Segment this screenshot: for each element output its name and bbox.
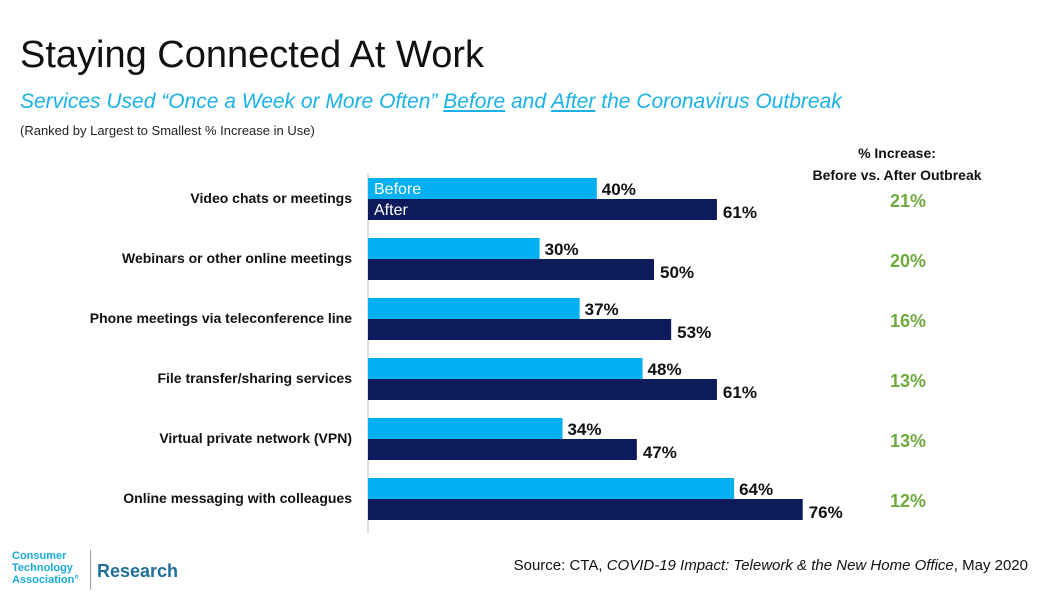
chart-subtitle: Services Used “Once a Week or More Often… (20, 90, 842, 114)
bar-after-value-label: 47% (643, 443, 677, 462)
category-label: Phone meetings via teleconference line (90, 310, 352, 326)
bar-before (368, 298, 580, 319)
bar-before-value-label: 64% (739, 480, 773, 499)
bar-before (368, 478, 735, 499)
bar-before (368, 418, 563, 439)
increase-value-label: 20% (890, 251, 926, 271)
increase-column-header: % Increase: Before vs. After Outbreak (790, 142, 1004, 186)
increase-value-label: 13% (890, 431, 926, 451)
increase-value-label: 13% (890, 371, 926, 391)
bar-after-value-label: 61% (723, 383, 757, 402)
bar-after-value-label: 76% (809, 503, 843, 522)
increase-value-label: 12% (890, 491, 926, 511)
bar-after-value-label: 53% (677, 323, 711, 342)
bar-after (368, 319, 672, 340)
category-label: Virtual private network (VPN) (159, 430, 352, 446)
increase-value-label: 21% (890, 191, 926, 211)
logo-research-label: Research (97, 561, 179, 581)
bar-before-value-label: 37% (585, 300, 619, 319)
bar-after (368, 199, 717, 220)
bar-before (368, 238, 540, 259)
bar-before-value-label: 34% (567, 420, 601, 439)
bar-after (368, 499, 803, 520)
cta-logo-text: Consumer Technology Association° (12, 550, 79, 586)
legend-before-label: Before (374, 181, 421, 198)
bar-after-value-label: 61% (723, 203, 757, 222)
subtitle-text-pre: Services Used “Once a Week or More Often… (20, 90, 444, 113)
bar-before-value-label: 40% (602, 180, 636, 199)
logo-line-technology: Technology (12, 562, 73, 574)
bar-before-value-label: 48% (648, 360, 682, 379)
bar-before-value-label: 30% (545, 240, 579, 259)
increase-header-line2: Before vs. After Outbreak (812, 167, 982, 183)
increase-value-label: 16% (890, 311, 926, 331)
bar-before (368, 178, 597, 199)
legend-after-label: After (374, 202, 408, 219)
subtitle-text-mid: and (505, 90, 552, 113)
logo-line-association: Association° (12, 574, 79, 586)
source-citation: Source: CTA, COVID-19 Impact: Telework &… (514, 557, 1028, 574)
category-label: Video chats or meetings (190, 190, 352, 206)
subtitle-text-post: the Coronavirus Outbreak (595, 90, 842, 113)
logo-divider (90, 550, 91, 590)
category-label: File transfer/sharing services (157, 370, 352, 386)
source-prefix: Source: CTA, (513, 557, 607, 574)
bar-after-value-label: 50% (660, 263, 694, 282)
source-report-title: COVID-19 Impact: Telework & the New Home… (606, 557, 954, 574)
source-suffix: , May 2020 (953, 557, 1028, 574)
cta-research-logo: Consumer Technology Association° Researc… (12, 548, 212, 594)
subtitle-after-word: After (551, 90, 596, 113)
bar-before (368, 358, 643, 379)
logo-line-consumer: Consumer (12, 550, 67, 562)
category-label: Webinars or other online meetings (122, 250, 352, 266)
page-title: Staying Connected At Work (20, 34, 484, 76)
bar-after (368, 259, 654, 280)
subtitle-before-word: Before (443, 90, 506, 113)
ranking-note: (Ranked by Largest to Smallest % Increas… (20, 123, 315, 138)
bar-after (368, 379, 717, 400)
increase-header-line1: % Increase: (858, 145, 936, 161)
bar-after (368, 439, 637, 460)
category-label: Online messaging with colleagues (123, 490, 352, 506)
